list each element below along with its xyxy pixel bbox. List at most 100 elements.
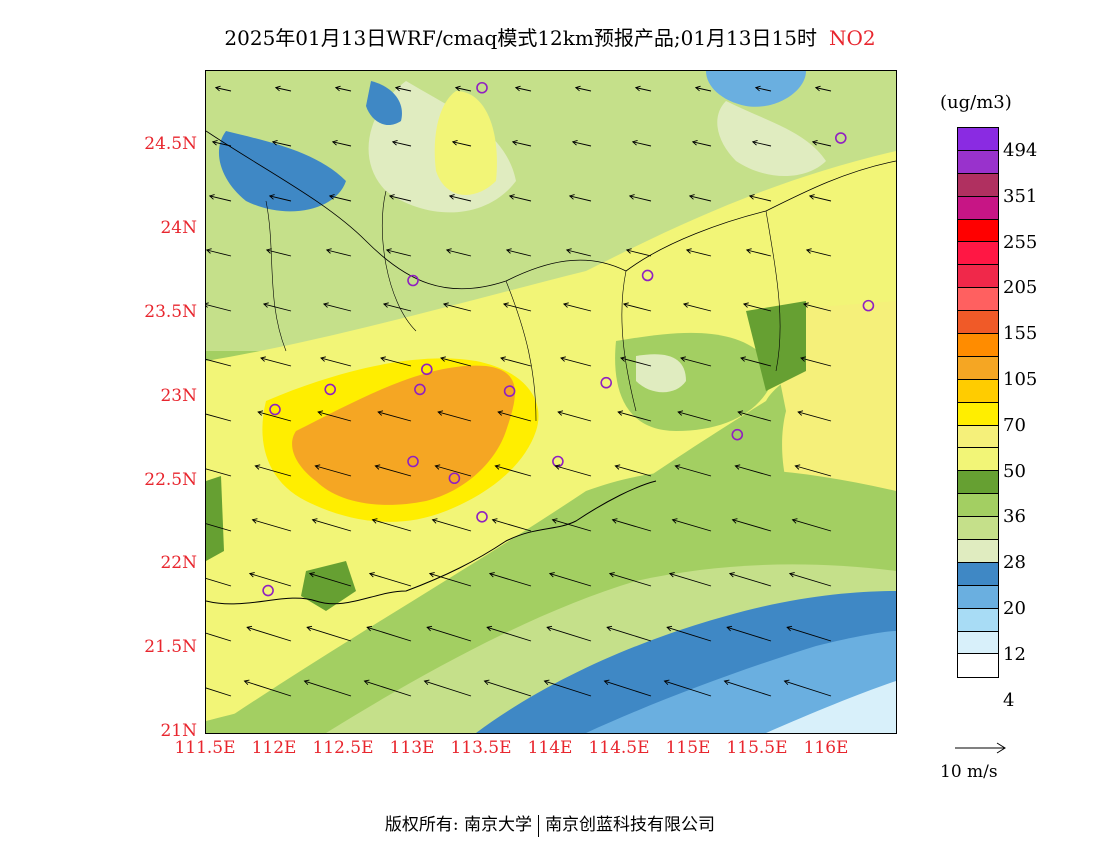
- colorbar-swatch: [958, 334, 998, 357]
- colorbar-level-label: 255: [1003, 231, 1038, 253]
- wind-arrow-icon: [800, 356, 832, 367]
- station-marker: [407, 455, 419, 468]
- title-text: 2025年01月13日WRF/cmaq模式12km预报产品;01月13日15时: [224, 26, 817, 50]
- colorbar-swatch: [958, 196, 998, 220]
- wind-arrow-icon: [377, 410, 412, 422]
- wind-arrow-icon: [740, 356, 772, 367]
- wind-arrow-icon: [311, 518, 352, 532]
- wind-arrow-icon: [608, 572, 652, 587]
- wind-arrow-icon: [431, 518, 472, 532]
- wind-arrow-icon: [551, 518, 592, 532]
- wind-arrow-icon: [486, 625, 532, 642]
- wind-arrow-icon: [625, 248, 652, 257]
- wind-arrow-icon: [802, 302, 832, 312]
- wind-arrow-icon: [571, 140, 592, 147]
- colorbar-swatch: [958, 585, 998, 609]
- wind-arrow-icon: [494, 464, 532, 477]
- wind-arrow-icon: [628, 194, 652, 202]
- wind-arrow-icon: [786, 625, 832, 642]
- county-boundaries: [265, 190, 781, 422]
- colorbar-level-label: 205: [1003, 277, 1038, 299]
- wind-arrow-icon: [206, 302, 232, 312]
- wind-reference-label: 10 m/s: [940, 762, 998, 782]
- wind-arrow-icon: [674, 464, 712, 477]
- wind-arrow-icon: [502, 302, 532, 312]
- wind-arrow-icon: [371, 518, 412, 532]
- wind-arrow-icon: [317, 410, 352, 422]
- map-canvas: [206, 71, 896, 733]
- station-marker: [269, 403, 281, 416]
- wind-arrow-icon: [797, 410, 832, 422]
- wind-arrow-icon: [748, 194, 772, 202]
- wind-arrow-icon: [543, 679, 592, 697]
- colorbar-swatch: [958, 448, 998, 472]
- wind-arrow-icon: [511, 140, 532, 147]
- latitude-label: 23N: [160, 385, 197, 406]
- wind-arrow-icon: [666, 625, 712, 642]
- wind-arrow-icon: [606, 625, 652, 642]
- wind-arrow-icon: [308, 572, 352, 587]
- station-marker: [731, 428, 744, 441]
- wind-arrow-icon: [754, 85, 772, 92]
- wind-arrow-icon: [214, 85, 232, 92]
- colorbar-level-label: 36: [1003, 506, 1026, 528]
- wind-arrow-icon: [574, 85, 592, 92]
- station-marker: [421, 363, 433, 376]
- wind-arrow-icon: [306, 625, 352, 642]
- colorbar-level-label: 20: [1003, 597, 1026, 619]
- wind-arrow-icon: [380, 356, 412, 367]
- longitude-label: 114.5E: [588, 738, 650, 758]
- region-ocean-pale: [766, 681, 896, 733]
- station-marker: [414, 383, 426, 396]
- wind-arrow-icon: [440, 356, 472, 367]
- station-marker: [407, 274, 419, 287]
- latitude-label: 22N: [160, 553, 197, 574]
- latitude-label: 24.5N: [144, 134, 197, 155]
- colorbar-swatch: [958, 242, 998, 266]
- region-blue-ocean-light: [586, 631, 896, 733]
- wind-arrow-icon: [677, 410, 712, 422]
- wind-arrow-icon: [206, 358, 232, 367]
- concentration-map: [205, 70, 897, 734]
- colorbar-swatch: [958, 540, 998, 563]
- longitude-label: 111.5E: [174, 738, 236, 758]
- station-marker: [600, 376, 613, 389]
- station-marker: [324, 383, 336, 396]
- wind-arrow-icon: [206, 413, 232, 422]
- wind-arrow-icon: [508, 194, 532, 202]
- wind-arrow-icon: [322, 302, 352, 312]
- wind-arrow-icon: [505, 248, 532, 257]
- wind-arrow-icon: [445, 248, 472, 257]
- station-marker: [476, 81, 488, 94]
- wind-arrow-icon: [791, 518, 832, 532]
- footer-company: 南京创蓝科技有限公司: [545, 815, 716, 835]
- colorbar-swatch: [958, 219, 998, 243]
- latitude-label: 24N: [160, 218, 197, 239]
- wind-arrow-icon: [811, 140, 832, 147]
- wind-arrow-icon: [497, 410, 532, 422]
- wind-arrow-icon: [671, 518, 712, 532]
- wind-arrow-icon: [568, 194, 592, 202]
- colorbar-swatch: [958, 494, 998, 518]
- wind-arrow-icon: [734, 464, 772, 477]
- wind-arrow-icon: [206, 523, 232, 532]
- longitude-label: 112E: [251, 738, 297, 758]
- wind-reference-arrow-icon: [955, 742, 1006, 754]
- wind-arrow-icon: [514, 85, 532, 92]
- colorbar-swatch: [958, 150, 998, 174]
- wind-arrow-icon: [388, 194, 412, 202]
- wind-arrow-icon: [451, 140, 472, 147]
- wind-arrow-icon: [603, 679, 652, 697]
- station-marker: [834, 132, 847, 144]
- wind-arrow-icon: [325, 248, 352, 257]
- region-pale-island: [636, 354, 686, 393]
- colorbar-level-label: 12: [1003, 643, 1026, 665]
- wind-arrow-icon: [805, 248, 832, 257]
- wind-arrow-icon: [206, 632, 232, 642]
- wind-arrow-icon: [328, 194, 352, 202]
- wind-arrow-icon: [737, 410, 772, 422]
- wind-arrow-icon: [254, 464, 292, 477]
- wind-vectors: [206, 85, 832, 697]
- longitude-label: 116E: [803, 738, 849, 758]
- wind-arrow-icon: [562, 302, 592, 312]
